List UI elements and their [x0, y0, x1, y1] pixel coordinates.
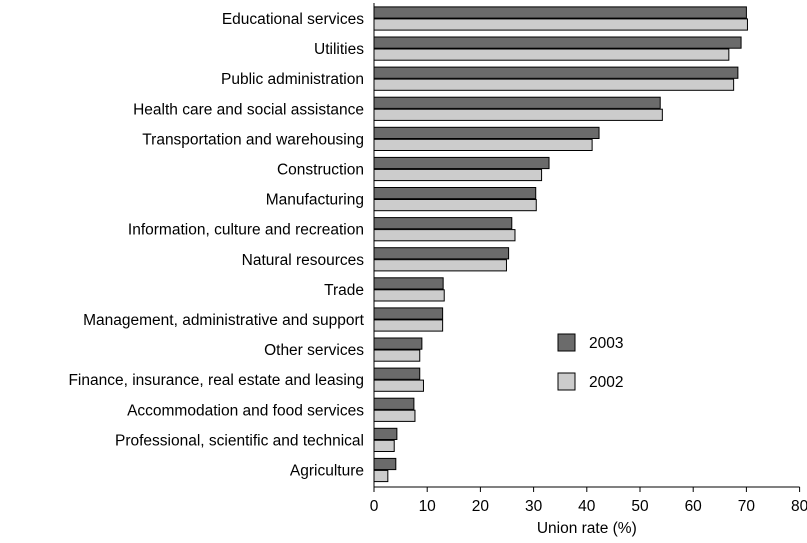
legend-swatch-2002: [557, 372, 576, 391]
x-tick-label-80: 80: [791, 498, 807, 515]
bar-2002-natural-resources: [373, 259, 507, 272]
bar-2003-manufacturing: [373, 187, 537, 200]
bar-2003-construction: [373, 156, 550, 170]
bar-2003-transportation-and-warehousing: [373, 126, 600, 140]
category-label-utilities: Utilities: [314, 41, 364, 58]
x-axis-label: Union rate (%): [537, 520, 637, 537]
bar-2002-public-administration: [373, 78, 735, 91]
bar-2003-utilities: [373, 36, 742, 49]
legend-label-2003: 2003: [589, 335, 623, 352]
bar-2002-professional-scientific-and-technical: [373, 439, 395, 452]
category-label-construction: Construction: [277, 162, 364, 179]
bar-2002-accommodation-and-food-services: [373, 409, 416, 422]
bar-2002-management-administrative-and-support: [373, 319, 444, 332]
bar-2002-information-culture-and-recreation: [373, 229, 516, 242]
category-label-management-administrative-and-support: Management, administrative and support: [83, 312, 365, 329]
bar-2003-agriculture: [373, 457, 397, 471]
bar-2002-agriculture: [373, 469, 389, 483]
category-labels: Educational services Utilities Public admi…: [68, 11, 364, 480]
x-tick-label-40: 40: [578, 498, 596, 515]
x-tick-label-0: 0: [370, 498, 379, 515]
category-label-manufacturing: Manufacturing: [266, 192, 364, 209]
category-label-educational-services: Educational services: [222, 11, 364, 28]
bar-2003-public-administration: [373, 66, 739, 79]
x-tick-label-70: 70: [738, 498, 756, 515]
legend-label-2002: 2002: [589, 374, 623, 391]
x-tick-label-30: 30: [525, 498, 543, 515]
bar-2002-manufacturing: [373, 199, 537, 212]
x-tick-label-50: 50: [631, 498, 649, 515]
bar-2002-health-care-and-social-assistance: [373, 108, 663, 121]
category-label-health-care-and-social-assistance: Health care and social assistance: [133, 101, 364, 118]
bar-2003-natural-resources: [373, 247, 510, 260]
bar-2002-finance-insurance-real-estate-and-leasing: [373, 379, 424, 392]
category-label-information-culture-and-recreation: Information, culture and recreation: [128, 222, 364, 239]
bar-2003-professional-scientific-and-technical: [373, 427, 398, 440]
x-axis-ticks: 0 10 20 30 40 50 60 70 80: [370, 487, 807, 515]
bar-2003-trade: [373, 277, 444, 290]
bar-2002-construction: [373, 168, 543, 182]
category-label-finance-insurance-real-estate-and-leasing: Finance, insurance, real estate and leas…: [68, 372, 364, 389]
legend-swatch-2003: [557, 333, 576, 352]
bar-2002-trade: [373, 289, 445, 302]
x-tick-label-20: 20: [472, 498, 490, 515]
bar-2002-other-services: [373, 349, 421, 362]
legend: 2003 2002: [557, 333, 623, 391]
bar-2003-health-care-and-social-assistance: [373, 96, 661, 109]
bar-2003-accommodation-and-food-services: [373, 397, 415, 410]
category-label-accommodation-and-food-services: Accommodation and food services: [127, 402, 364, 419]
bar-2003-educational-services: [373, 6, 747, 19]
category-label-transportation-and-warehousing: Transportation and warehousing: [142, 131, 364, 148]
category-label-other-services: Other services: [264, 342, 364, 359]
bar-2003-other-services: [373, 337, 423, 350]
bar-2003-information-culture-and-recreation: [373, 217, 513, 230]
category-label-trade: Trade: [324, 282, 364, 299]
bar-2002-transportation-and-warehousing: [373, 138, 593, 152]
x-tick-label-60: 60: [685, 498, 703, 515]
bar-2002-utilities: [373, 48, 730, 61]
bar-2003-finance-insurance-real-estate-and-leasing: [373, 367, 421, 380]
category-label-agriculture: Agriculture: [290, 463, 364, 480]
bars: [373, 6, 748, 483]
bar-2003-management-administrative-and-support: [373, 307, 444, 320]
bar-2002-educational-services: [373, 18, 748, 31]
x-tick-label-10: 10: [419, 498, 437, 515]
category-label-professional-scientific-and-technical: Professional, scientific and technical: [115, 432, 364, 449]
category-label-public-administration: Public administration: [221, 71, 364, 88]
category-label-natural-resources: Natural resources: [242, 252, 365, 269]
